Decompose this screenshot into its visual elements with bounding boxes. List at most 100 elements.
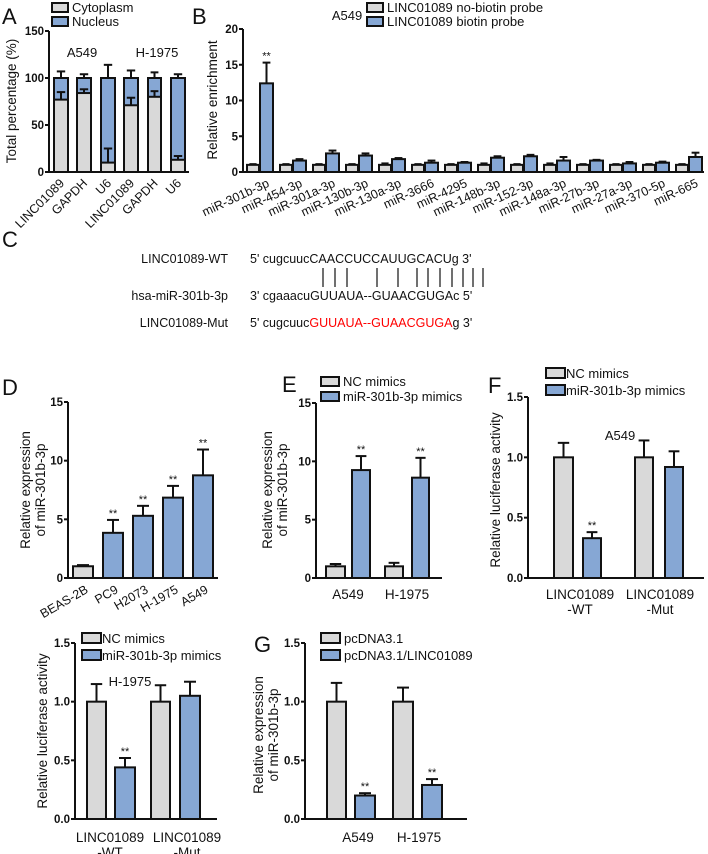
bar [162, 496, 184, 580]
bar [345, 163, 359, 174]
bar [411, 163, 425, 174]
bar [576, 163, 590, 174]
panel-letter: E [282, 372, 297, 397]
x-tick-label: LINC01089 [153, 830, 221, 845]
y-axis-label: Relative expression [18, 431, 33, 549]
significance-label: ** [357, 444, 366, 456]
bar [102, 531, 124, 579]
chart-panel-h1975-luciferase: 0.0 0.5 1.0 1.5 Relative luciferase activity… [35, 631, 222, 854]
bar [490, 156, 505, 173]
legend-swatch [51, 2, 69, 13]
sequence-prefix: 5' cugcuuc [250, 252, 309, 266]
cell-line-label: A549 [67, 45, 97, 60]
legend-swatch [81, 649, 102, 661]
sequence-suffix: c 5' [453, 289, 472, 303]
bar [609, 163, 623, 174]
bar [354, 794, 376, 820]
bar [76, 92, 92, 173]
y-tick-label: 0 [38, 167, 44, 179]
legend-label: miR-301b-3p mimics [343, 389, 463, 404]
seed-sequence: CAACCUCCAUUGCACU [309, 252, 451, 266]
bar [510, 163, 524, 174]
y-axis-label: Relative expression [260, 431, 275, 549]
cell-line-label: A549 [332, 8, 362, 23]
cell-line-label: A549 [605, 428, 635, 443]
bar [114, 766, 136, 821]
significance-label: ** [109, 508, 118, 520]
x-tick-label: -WT [567, 602, 592, 617]
bar [179, 694, 201, 820]
x-tick-label: LINC01089 [76, 830, 144, 845]
legend: NC mimics miR-301b-3p mimics [81, 631, 222, 663]
bar [543, 163, 557, 174]
x-tick-label: A549 [178, 582, 210, 609]
y-tick-label: 0 [232, 167, 238, 179]
legend-swatch [366, 16, 384, 27]
y-tick-label: 10 [298, 456, 311, 468]
sequence-suffix: g 3' [452, 252, 472, 266]
x-tick-label: -WT [97, 845, 122, 854]
chart-panel-E: E 0 5 10 15 Relative expression of miR-301b-3p… [260, 372, 463, 602]
seed-sequence: GUUAUA--GUAACGUGA [310, 289, 454, 303]
bar [675, 163, 689, 174]
bar [150, 700, 171, 821]
bar [378, 163, 392, 174]
legend-label: pcDNA3.1/LINC01089 [344, 648, 473, 663]
x-tick-label: A549 [342, 830, 374, 845]
y-axis-label: of miR-301b-3p [275, 443, 290, 536]
y-tick-label: 0.5 [284, 755, 301, 767]
bar [634, 456, 654, 580]
bar [147, 95, 162, 173]
significance-label: ** [361, 781, 370, 793]
bar [358, 154, 373, 173]
significance-label: ** [588, 520, 597, 532]
bar [477, 163, 491, 174]
y-axis-label: Relative luciferase activity [488, 412, 503, 568]
sequence-label: LINC01089-Mut [140, 316, 229, 330]
y-axis-label: Relative enrichment [205, 40, 220, 160]
y-tick-label: 15 [50, 397, 63, 409]
sequence-prefix: 3' cgaaacu [250, 289, 310, 303]
bar [86, 700, 107, 821]
sequence: 3' cgaaacuGUUAUA--GUAACGUGAc 5' [250, 289, 472, 303]
legend-swatch [320, 376, 340, 387]
x-tick-label: H-1975 [397, 830, 441, 845]
bar [53, 98, 69, 173]
legend-label: NC mimics [343, 374, 406, 389]
sequence-label: hsa-miR-301b-3p [131, 289, 228, 303]
bar [444, 163, 458, 174]
significance-label: ** [199, 438, 208, 450]
x-tick-label: U6 [163, 176, 184, 197]
legend-swatch [81, 632, 102, 644]
significance-label: ** [262, 51, 271, 63]
bar [351, 469, 371, 580]
bar [384, 565, 404, 579]
legend-swatch [320, 632, 341, 644]
bar [292, 159, 307, 173]
bar [457, 161, 472, 174]
y-tick-label: 1.0 [284, 697, 300, 709]
bar [100, 161, 116, 174]
y-tick-label: 15 [225, 60, 238, 72]
chart-panel-D: D 0 5 10 15 Relative expression of miR-301b-3p… [2, 375, 218, 621]
x-tick-label: A549 [332, 587, 364, 602]
significance-label: ** [139, 494, 148, 506]
bar [72, 565, 94, 579]
legend-label: Cytoplasm [72, 0, 133, 15]
y-tick-label: 0.0 [284, 814, 300, 826]
bar [556, 159, 571, 173]
bar [424, 161, 439, 174]
x-tick-label: H-1975 [385, 587, 429, 602]
cell-line-label: H-1975 [109, 674, 152, 689]
significance-label: ** [428, 767, 437, 779]
y-tick-label: 100 [25, 73, 44, 85]
panel-letter: C [2, 227, 18, 252]
y-tick-label: 1.0 [54, 697, 70, 709]
legend-swatch [320, 391, 340, 402]
y-axis-label: Total percentage (%) [4, 39, 19, 164]
y-tick-label: 0.0 [54, 814, 70, 826]
